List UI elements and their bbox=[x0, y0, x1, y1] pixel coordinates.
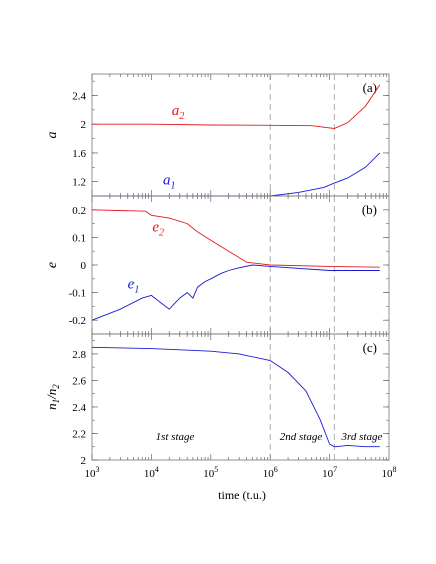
x-axis-label: time (t.u.) bbox=[218, 488, 266, 502]
x-axis: time (t.u.) 103 104 105 106 107 108 bbox=[85, 465, 397, 502]
x-tick-label: 104 bbox=[144, 465, 159, 480]
panel-tag: (c) bbox=[363, 340, 377, 355]
series-line bbox=[91, 209, 380, 268]
x-tick-label-base: 10 bbox=[85, 468, 97, 480]
series-line bbox=[91, 264, 380, 321]
y-tick-label: 2 bbox=[81, 455, 87, 467]
annotation-base: a bbox=[163, 173, 171, 189]
y-axis-label-subscript: 2 bbox=[51, 384, 61, 389]
series-line bbox=[91, 346, 380, 448]
y-tick-label: 0 bbox=[81, 260, 87, 272]
x-tick-label-exponent: 5 bbox=[214, 465, 218, 474]
y-tick-label: -0.1 bbox=[69, 288, 86, 300]
x-tick-label-exponent: 4 bbox=[155, 465, 159, 474]
y-axis-label-part: /n bbox=[44, 389, 59, 400]
x-tick-label-base: 10 bbox=[203, 468, 215, 480]
y-tick-label: 1.2 bbox=[72, 177, 86, 189]
panel-frame bbox=[91, 73, 390, 197]
y-tick-label: 2.2 bbox=[72, 428, 86, 440]
x-tick-label: 103 bbox=[85, 465, 100, 480]
annotation-base: e bbox=[128, 276, 135, 292]
stage-label: 3rd stage bbox=[340, 431, 382, 443]
y-tick-label: 2.4 bbox=[72, 402, 86, 414]
stage-label: 1st stage bbox=[156, 431, 195, 443]
y-tick-label: 2.6 bbox=[72, 375, 86, 387]
y-axis-label: e bbox=[45, 262, 60, 268]
series-annotation: e1 bbox=[128, 276, 140, 295]
series-annotation: a2 bbox=[172, 103, 185, 122]
x-tick-label: 107 bbox=[322, 465, 337, 480]
x-tick-label-base: 10 bbox=[263, 468, 275, 480]
series-line bbox=[92, 84, 381, 129]
annotation-base: e bbox=[152, 219, 159, 235]
panels-layer: 1.21.622.4a(a)a2a1-0.2-0.100.10.2e(b)e2e… bbox=[44, 73, 390, 467]
x-tick-label: 106 bbox=[263, 465, 278, 480]
x-tick-label-exponent: 3 bbox=[96, 465, 100, 474]
x-tick-label: 105 bbox=[203, 465, 218, 480]
series-annotation: e2 bbox=[152, 219, 164, 238]
x-tick-label-base: 10 bbox=[322, 468, 334, 480]
y-tick-label: 2 bbox=[81, 119, 87, 131]
annotation-subscript: 2 bbox=[179, 111, 184, 122]
panel-frame bbox=[91, 195, 390, 335]
annotation-subscript: 1 bbox=[134, 284, 139, 295]
x-tick-label-exponent: 7 bbox=[333, 465, 337, 474]
y-axis-label: a bbox=[45, 132, 60, 139]
y-tick-label: 1.6 bbox=[72, 148, 86, 160]
annotation-subscript: 1 bbox=[171, 181, 176, 192]
series-annotation: a1 bbox=[163, 173, 176, 192]
y-tick-label: 2.8 bbox=[72, 349, 86, 361]
stage-label: 2nd stage bbox=[280, 431, 323, 443]
x-tick-label-base: 10 bbox=[382, 468, 394, 480]
y-tick-label: 2.4 bbox=[72, 91, 86, 103]
x-tick-label-exponent: 8 bbox=[393, 465, 397, 474]
annotation-base: a bbox=[172, 103, 180, 119]
x-tick-label-base: 10 bbox=[144, 468, 156, 480]
y-axis-label-part: n bbox=[44, 403, 59, 410]
panel-c: 22.22.42.62.8n1/n2(c)1st stage 2nd stage 3… bbox=[44, 333, 390, 467]
series-line bbox=[92, 152, 381, 197]
panel-tag: (a) bbox=[363, 80, 377, 95]
x-tick-label-exponent: 6 bbox=[274, 465, 278, 474]
x-tick-label: 108 bbox=[382, 465, 397, 480]
y-tick-label: 0.2 bbox=[72, 205, 86, 217]
y-axis-label-subscript: 1 bbox=[51, 399, 61, 404]
annotation-subscript: 2 bbox=[159, 227, 164, 238]
y-tick-label: -0.2 bbox=[69, 315, 86, 327]
y-tick-label: 0.1 bbox=[72, 232, 86, 244]
panel-tag: (b) bbox=[362, 202, 377, 217]
panel-frame bbox=[91, 333, 390, 461]
y-axis-label: n1/n2 bbox=[44, 384, 61, 410]
